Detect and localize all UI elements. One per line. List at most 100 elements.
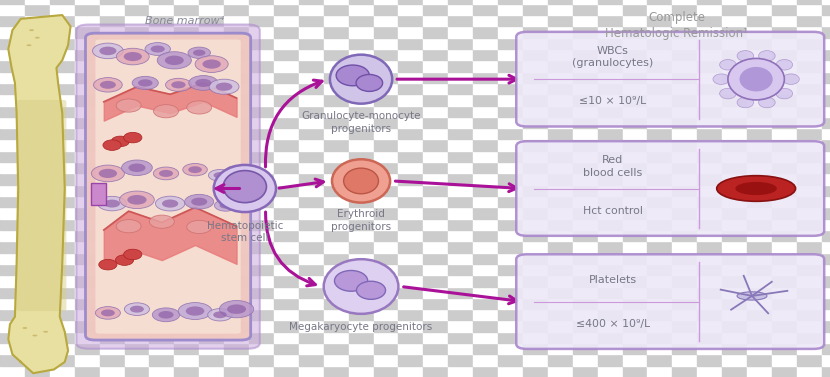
Bar xyxy=(75,26,100,38)
Ellipse shape xyxy=(124,303,149,316)
Bar xyxy=(174,366,199,377)
Bar xyxy=(598,26,622,38)
Bar xyxy=(75,343,100,354)
Bar xyxy=(722,60,747,72)
Ellipse shape xyxy=(783,74,799,84)
Bar xyxy=(25,354,50,366)
Ellipse shape xyxy=(737,97,754,108)
Bar xyxy=(822,343,830,354)
Bar xyxy=(299,207,324,219)
Bar xyxy=(50,151,75,162)
Bar xyxy=(573,287,598,298)
Bar xyxy=(174,207,199,219)
Bar xyxy=(100,0,124,4)
Bar xyxy=(448,241,473,253)
Bar xyxy=(797,320,822,332)
Bar xyxy=(722,298,747,309)
Bar xyxy=(498,173,523,185)
Bar xyxy=(199,309,224,320)
Bar xyxy=(448,4,473,15)
Bar xyxy=(697,4,722,15)
Bar xyxy=(75,151,100,162)
Bar xyxy=(548,253,573,264)
Bar xyxy=(622,15,647,26)
Bar xyxy=(274,139,299,151)
Bar xyxy=(324,207,349,219)
Bar xyxy=(0,128,25,139)
Bar xyxy=(448,207,473,219)
Ellipse shape xyxy=(154,167,178,180)
Bar xyxy=(747,38,772,49)
Bar xyxy=(523,49,548,60)
Bar xyxy=(548,219,573,230)
Bar xyxy=(398,207,423,219)
Ellipse shape xyxy=(737,292,767,300)
Bar xyxy=(697,332,722,343)
Bar xyxy=(473,298,498,309)
Bar xyxy=(448,162,473,173)
Bar xyxy=(573,0,598,4)
Bar xyxy=(299,332,324,343)
Bar xyxy=(199,253,224,264)
Bar xyxy=(647,4,672,15)
Bar xyxy=(797,332,822,343)
Bar xyxy=(374,230,398,241)
Bar xyxy=(598,94,622,106)
Bar xyxy=(374,298,398,309)
Bar xyxy=(747,196,772,207)
Ellipse shape xyxy=(230,169,243,175)
Bar xyxy=(199,196,224,207)
Bar xyxy=(697,320,722,332)
Bar xyxy=(274,185,299,196)
Bar xyxy=(548,309,573,320)
Bar xyxy=(772,320,797,332)
Bar xyxy=(647,219,672,230)
Bar xyxy=(548,366,573,377)
Bar xyxy=(473,49,498,60)
Bar xyxy=(423,49,448,60)
Bar xyxy=(722,128,747,139)
Bar xyxy=(722,15,747,26)
Bar xyxy=(349,241,374,253)
Bar xyxy=(50,15,75,26)
Bar xyxy=(722,264,747,275)
Bar xyxy=(423,241,448,253)
Bar xyxy=(398,128,423,139)
FancyBboxPatch shape xyxy=(76,25,260,349)
Bar xyxy=(50,332,75,343)
Bar xyxy=(398,38,423,49)
Bar xyxy=(199,26,224,38)
Bar xyxy=(672,15,697,26)
Bar xyxy=(672,117,697,128)
Bar xyxy=(174,15,199,26)
Bar xyxy=(523,72,548,83)
Bar xyxy=(747,264,772,275)
Bar xyxy=(0,287,25,298)
Bar xyxy=(647,151,672,162)
Bar xyxy=(598,72,622,83)
Bar xyxy=(622,0,647,4)
Bar xyxy=(224,275,249,287)
Bar xyxy=(498,60,523,72)
Bar xyxy=(423,117,448,128)
Bar xyxy=(498,219,523,230)
Bar xyxy=(124,38,149,49)
Bar xyxy=(622,139,647,151)
Bar xyxy=(498,298,523,309)
Bar xyxy=(672,38,697,49)
Bar xyxy=(324,72,349,83)
Bar xyxy=(349,230,374,241)
Bar xyxy=(598,253,622,264)
Bar xyxy=(697,106,722,117)
Bar xyxy=(50,298,75,309)
Text: WBCs
(granulocytes): WBCs (granulocytes) xyxy=(573,46,653,68)
Bar xyxy=(124,4,149,15)
Bar xyxy=(324,354,349,366)
Bar xyxy=(598,309,622,320)
Bar xyxy=(274,230,299,241)
Bar xyxy=(174,320,199,332)
Bar xyxy=(448,128,473,139)
Bar xyxy=(473,117,498,128)
Text: Hct control: Hct control xyxy=(583,205,643,216)
Bar xyxy=(324,173,349,185)
